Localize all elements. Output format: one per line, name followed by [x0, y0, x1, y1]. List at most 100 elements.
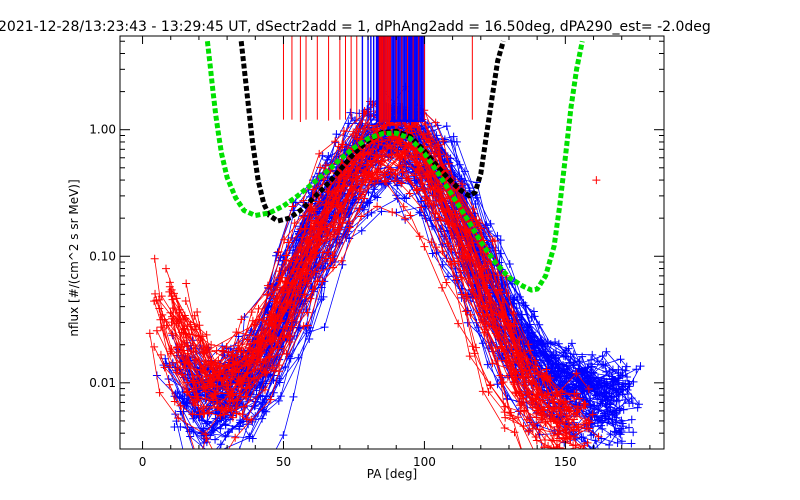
bundle-0-point [493, 231, 502, 240]
bundle-0-point [493, 380, 502, 389]
x-tick-label: 150 [554, 455, 577, 469]
bundle-0-point [216, 424, 225, 433]
bundle-1-point [172, 319, 181, 328]
bundle-0-point [373, 193, 382, 202]
bundle-1-point [202, 330, 211, 339]
bundle-1-point [234, 376, 243, 385]
bundle-0-point [275, 378, 284, 387]
y-tick-label: 1.00 [89, 123, 116, 137]
bundle-0-point [471, 199, 480, 208]
bundle-0-point [612, 386, 621, 395]
bundle-1-point [543, 376, 552, 385]
bundle-1-point [572, 389, 581, 398]
bundle-1-point [373, 174, 382, 183]
bundle-1-point [507, 329, 516, 338]
bundle-1-point [275, 367, 284, 376]
bundle-1-point [208, 381, 217, 390]
bundle-1-point [558, 386, 567, 395]
bundle-0-point [193, 453, 201, 461]
x-tick-label: 50 [276, 455, 291, 469]
bundle-1-point [427, 238, 436, 247]
bundle-0-point [590, 445, 599, 449]
bundle-1-point [426, 138, 435, 147]
bundle-1-point [228, 413, 237, 422]
bundle-1-point [240, 373, 249, 382]
bundle-1-point [242, 356, 251, 365]
bundle-1-point [446, 257, 455, 266]
bundle-0-point [635, 400, 644, 409]
bundle-0-point [593, 418, 602, 427]
bundle-1-point [366, 148, 375, 157]
bundle-1-point [425, 199, 434, 208]
bundle-1-point [323, 187, 332, 196]
bundle-1-point [565, 415, 574, 424]
bundle-1-point [540, 443, 549, 449]
bundle-1-point [311, 249, 320, 258]
bundle-1-point [392, 150, 401, 159]
bundle-1-point [357, 212, 366, 221]
bundle-0-point [181, 456, 189, 464]
bundle-1-point [278, 273, 287, 282]
bundle-0-point [589, 430, 598, 439]
bundle-1-point [172, 358, 181, 367]
bundle-1-point [268, 345, 277, 354]
bundle-1-point [513, 413, 522, 422]
bundle-1-point [486, 381, 495, 390]
bundle-1-point [488, 237, 497, 246]
bundle-1-point [328, 188, 337, 197]
bundle-1-point [461, 307, 470, 316]
bundle-0-point [535, 320, 544, 329]
bundle-1-point [374, 140, 383, 149]
bundle-0-point [449, 132, 458, 141]
bundle-0-point [633, 403, 642, 412]
bundle-1-point [316, 163, 325, 172]
bundle-1-point [420, 242, 429, 251]
bundle-0-point [606, 403, 615, 412]
bundle-1-point [191, 401, 200, 410]
bundle-0-point [629, 428, 638, 437]
bundle-1-point [469, 205, 478, 214]
bundle-1-point [280, 333, 289, 342]
bundle-1-point [405, 189, 414, 198]
bundle-1-curve [158, 110, 570, 411]
bundle-0-point [618, 385, 627, 394]
bundle-0-point [606, 430, 615, 439]
bundle-0-point [622, 362, 631, 371]
bundle-1-point [559, 397, 568, 406]
x-tick-label: 100 [413, 455, 436, 469]
bundle-1-point [508, 370, 517, 379]
bundle-0-point [258, 405, 267, 414]
bundle-0-point [567, 339, 576, 348]
bundle-1-point [583, 438, 592, 447]
bundle-1-point [401, 214, 410, 223]
bundle-0-point [613, 439, 622, 448]
bundle-1-point [579, 403, 588, 412]
bundle-1-point [181, 297, 190, 306]
bundle-0-point [625, 423, 634, 432]
bundle-0-point [483, 360, 492, 369]
bundle-0-point [616, 430, 625, 439]
bundle-1-point [484, 387, 493, 396]
bundle-0-point [627, 415, 636, 424]
bundle-0-point [619, 405, 628, 414]
bundle-1-point [338, 140, 347, 149]
bundle-1-point [318, 248, 327, 257]
bundle-0-point [595, 390, 604, 399]
bundle-0-point [578, 352, 587, 361]
bundle-1-point [337, 256, 346, 265]
bundle-1-point [231, 433, 240, 442]
bundle-1-point [573, 489, 581, 497]
bundle-1-point [302, 269, 311, 278]
bundle-1-point [203, 377, 212, 386]
bundle-0-curve [176, 180, 592, 449]
bundle-1-point [471, 294, 480, 303]
bundle-0-point [473, 193, 482, 202]
bundle-1-point [282, 349, 291, 358]
bundle-0-point [566, 373, 575, 382]
bundle-1-point [152, 326, 161, 335]
bundle-1-point [170, 397, 179, 406]
bundle-0-point [591, 450, 599, 458]
bundle-0-point [554, 339, 563, 348]
y-axis-label: nflux [#/(cm^2 s sr MeV)] [67, 179, 81, 336]
bundle-1-point [478, 387, 487, 396]
